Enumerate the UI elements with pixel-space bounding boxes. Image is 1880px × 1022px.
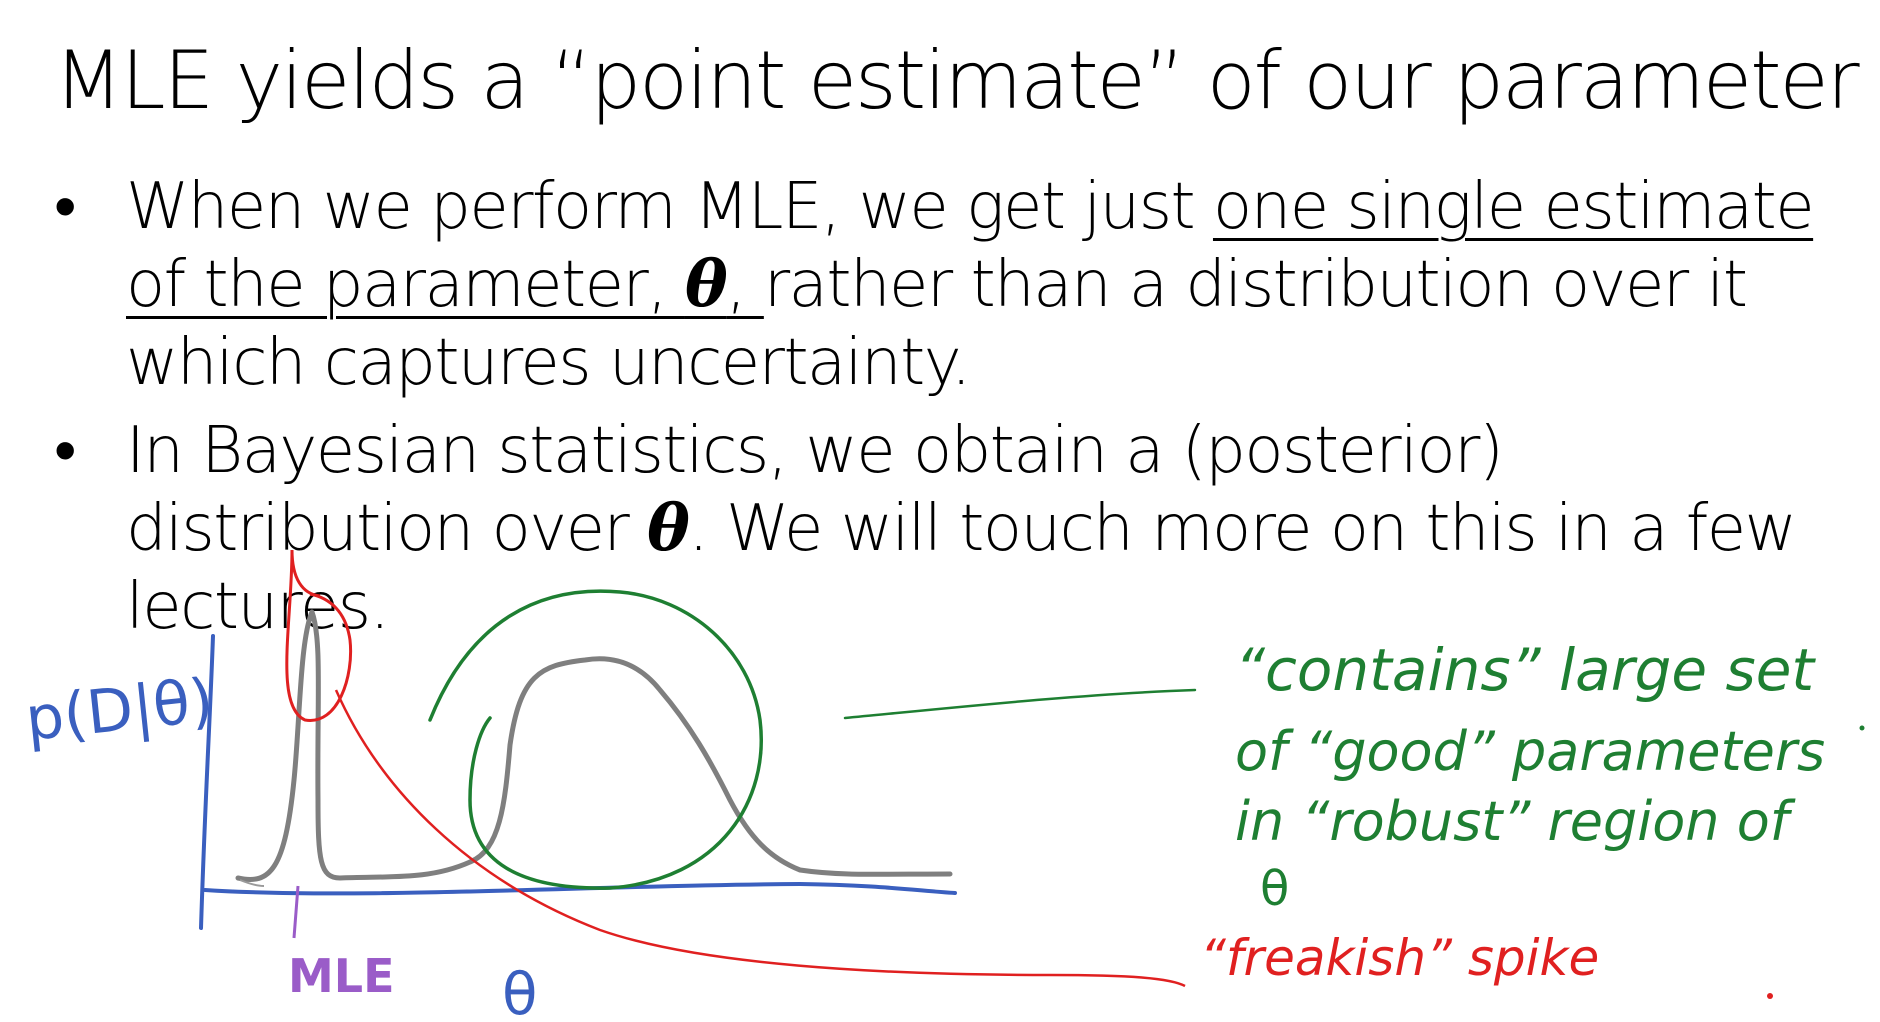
bullet-list: • When we perform MLE, we get just one s…	[50, 168, 1840, 656]
green-pointer-line	[843, 688, 1197, 720]
y-axis-line	[199, 634, 215, 930]
bullet-item: • When we perform MLE, we get just one s…	[50, 168, 1840, 402]
spike-highlight-circle	[285, 549, 353, 722]
green-note-line-2: of “good” parameters	[1235, 720, 1825, 783]
stray-dot	[1767, 993, 1773, 999]
mle-label: MLE	[288, 949, 395, 1003]
likelihood-curve	[235, 609, 953, 882]
bullet-text-continued: . We will touch more on this in a few le…	[126, 492, 1797, 644]
robust-region-circle	[428, 589, 763, 890]
green-note: “contains” large set of “good” parameter…	[1235, 636, 1825, 917]
x-axis-line	[203, 881, 957, 896]
green-note-line-4: θ	[1260, 861, 1289, 917]
y-axis-label: p(D|θ)	[22, 666, 216, 755]
small-tick-mark	[239, 879, 265, 887]
mle-tick-mark	[292, 885, 300, 939]
bullet-marker: •	[54, 414, 76, 488]
spike-connector-line	[334, 689, 1186, 988]
stray-dot	[1859, 725, 1865, 731]
bullet-text: In Bayesian statistics, we obtain a (pos…	[126, 414, 1504, 566]
theta-symbol: θ	[647, 491, 690, 566]
green-note-line-3: in “robust” region of	[1235, 790, 1796, 853]
bullet-item: • In Bayesian statistics, we obtain a (p…	[50, 412, 1840, 646]
theta-symbol: θ	[684, 247, 728, 322]
green-note-line-1: “contains” large set	[1235, 636, 1816, 704]
slide-title: MLE yields a “point estimate” of our par…	[54, 34, 1860, 127]
red-note: “freakish” spike	[1200, 929, 1599, 987]
underlined-phrase: one single estimate of the parameter, θ,	[126, 170, 1815, 322]
bullet-text: When we perform MLE, we get just	[126, 170, 1213, 244]
bullet-marker: •	[54, 170, 76, 244]
bullet-text-continued: rather than a distribution over it which…	[126, 248, 1748, 400]
theta-axis-label: θ	[502, 960, 538, 1022]
